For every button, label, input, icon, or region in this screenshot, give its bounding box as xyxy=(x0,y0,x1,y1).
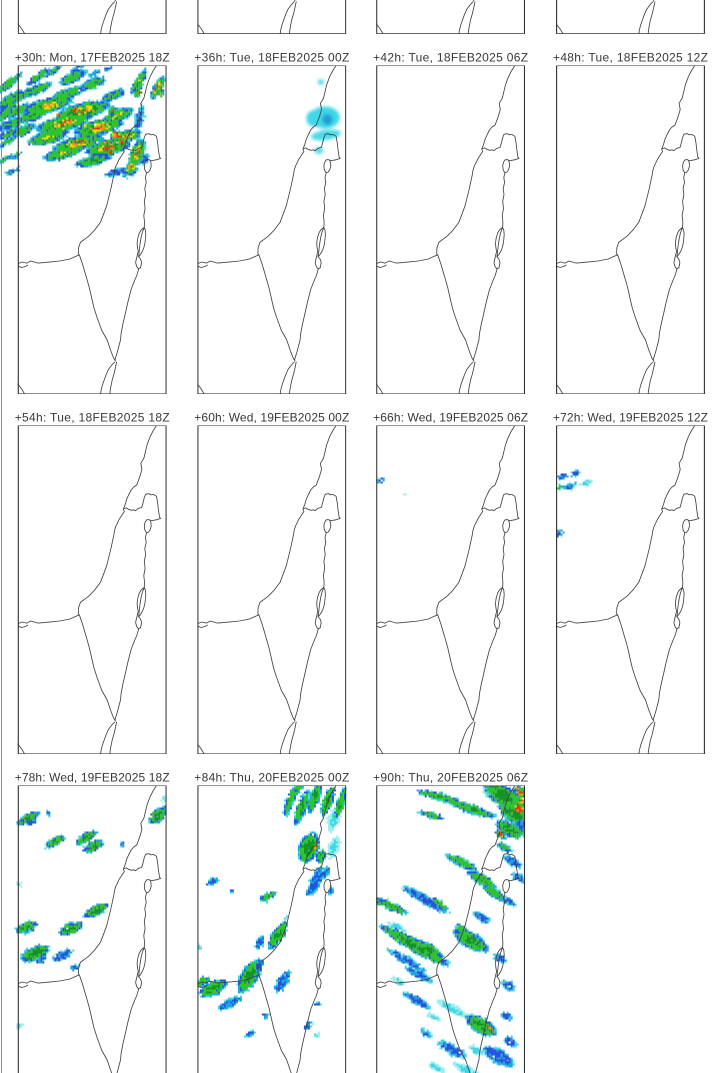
svg-text:+78h: Wed, 19FEB2025 18Z: +78h: Wed, 19FEB2025 18Z xyxy=(15,771,170,785)
svg-text:+72h: Wed, 19FEB2025 12Z: +72h: Wed, 19FEB2025 12Z xyxy=(553,411,708,425)
svg-text:+66h: Wed, 19FEB2025 06Z: +66h: Wed, 19FEB2025 06Z xyxy=(373,411,528,425)
svg-text:+36h: Tue, 18FEB2025 00Z: +36h: Tue, 18FEB2025 00Z xyxy=(194,51,349,65)
svg-text:+48h: Tue, 18FEB2025 12Z: +48h: Tue, 18FEB2025 12Z xyxy=(553,51,708,65)
svg-text:+42h: Tue, 18FEB2025 06Z: +42h: Tue, 18FEB2025 06Z xyxy=(373,51,528,65)
svg-text:+54h: Tue, 18FEB2025 18Z: +54h: Tue, 18FEB2025 18Z xyxy=(15,411,170,425)
svg-text:+30h: Mon, 17FEB2025 18Z: +30h: Mon, 17FEB2025 18Z xyxy=(15,51,170,65)
svg-text:+84h: Thu, 20FEB2025 00Z: +84h: Thu, 20FEB2025 00Z xyxy=(194,771,349,785)
svg-text:+90h: Thu, 20FEB2025 06Z: +90h: Thu, 20FEB2025 06Z xyxy=(373,771,528,785)
svg-text:+60h: Wed, 19FEB2025 00Z: +60h: Wed, 19FEB2025 00Z xyxy=(194,411,349,425)
